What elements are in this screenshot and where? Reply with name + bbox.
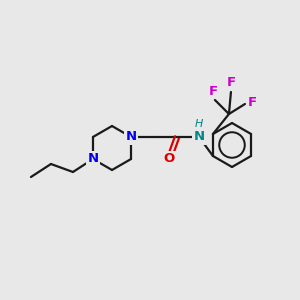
Text: F: F <box>208 85 217 98</box>
Text: F: F <box>226 76 236 89</box>
Text: O: O <box>164 152 175 165</box>
Text: N: N <box>87 152 98 166</box>
Text: N: N <box>125 130 136 143</box>
Text: F: F <box>248 95 257 109</box>
Text: H: H <box>195 119 203 129</box>
Text: N: N <box>194 130 205 143</box>
